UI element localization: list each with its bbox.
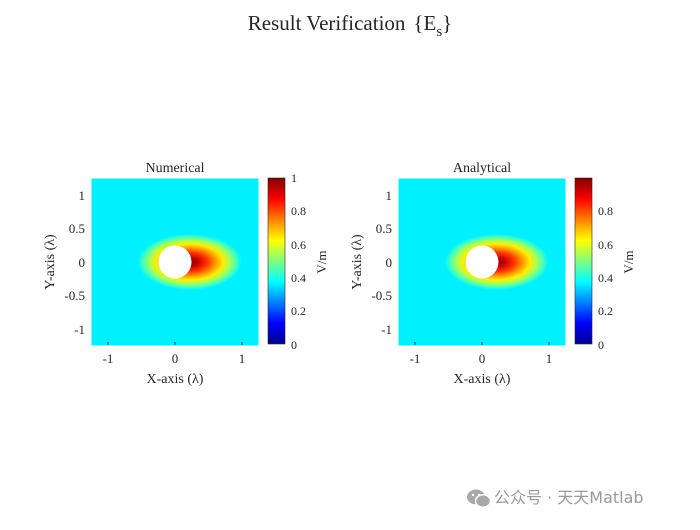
colorbar-tick-label: 1 [291, 171, 297, 185]
colorbar-tick-label: 0.6 [598, 238, 613, 252]
y-tick-label: -0.5 [64, 288, 85, 303]
colorbar-tick-label: 0.2 [291, 304, 306, 318]
colorbar-tick-label: 0.6 [291, 238, 306, 252]
y-tick-label: 1 [386, 188, 393, 203]
y-axis-label: Y-axis (λ) [350, 234, 365, 290]
colorbar: 0.8 0.6 0.4 0.2 0 V/m [574, 177, 636, 352]
colorbar-tick-label: 0.4 [291, 271, 306, 285]
y-tick-label: -1 [381, 322, 392, 337]
y-tick-label: 1 [79, 188, 86, 203]
colorbar-tick-label: 0.8 [291, 204, 306, 218]
y-ticks: 1 0.5 0 -0.5 -1 [64, 188, 85, 337]
colorbar-label: V/m [621, 250, 636, 273]
watermark: 公众号 · 天天Matlab [467, 488, 644, 508]
x-axis-label: X-axis (λ) [454, 372, 511, 387]
y-axis-label: Y-axis (λ) [43, 234, 58, 290]
y-tick-label: -0.5 [371, 288, 392, 303]
panel-numerical: Numerical -1 0 1 1 0.5 0 -0.5 -1 X-axis … [43, 161, 329, 387]
y-tick-label: 0 [79, 255, 86, 270]
y-tick-label: 0.5 [69, 221, 85, 236]
colorbar-label: V/m [314, 250, 329, 273]
cylinder-obstacle [465, 245, 499, 279]
x-tick-label: 0 [172, 351, 179, 366]
y-ticks: 1 0.5 0 -0.5 -1 [371, 188, 392, 337]
figure-title: Result Verification {Es} [248, 11, 453, 40]
colorbar-tick-label: 0 [291, 338, 297, 352]
y-tick-label: 0.5 [376, 221, 392, 236]
panel-title: Numerical [145, 161, 204, 176]
x-ticks: -1 0 1 [410, 342, 553, 366]
colorbar-tick-label: 0.4 [598, 271, 613, 285]
x-axis-label: X-axis (λ) [147, 372, 204, 387]
cylinder-obstacle [158, 245, 192, 279]
colorbar-tick-label: 0 [598, 338, 604, 352]
x-tick-label: 0 [479, 351, 486, 366]
colorbar-tick-label: 0.2 [598, 304, 613, 318]
x-ticks: -1 0 1 [103, 342, 246, 366]
y-tick-label: 0 [386, 255, 393, 270]
watermark-text: 公众号 · 天天Matlab [494, 488, 644, 507]
x-tick-label: 1 [546, 351, 553, 366]
x-tick-label: -1 [410, 351, 421, 366]
panel-analytical: Analytical -1 0 1 1 0.5 0 -0.5 -1 X-axis… [350, 161, 636, 387]
x-tick-label: -1 [103, 351, 114, 366]
colorbar-tick-label: 0.8 [598, 204, 613, 218]
y-tick-label: -1 [74, 322, 85, 337]
wechat-icon [467, 489, 492, 508]
x-tick-label: 1 [239, 351, 246, 366]
colorbar: 1 0.8 0.6 0.4 0.2 0 V/m [267, 171, 329, 352]
panel-title: Analytical [453, 161, 511, 176]
